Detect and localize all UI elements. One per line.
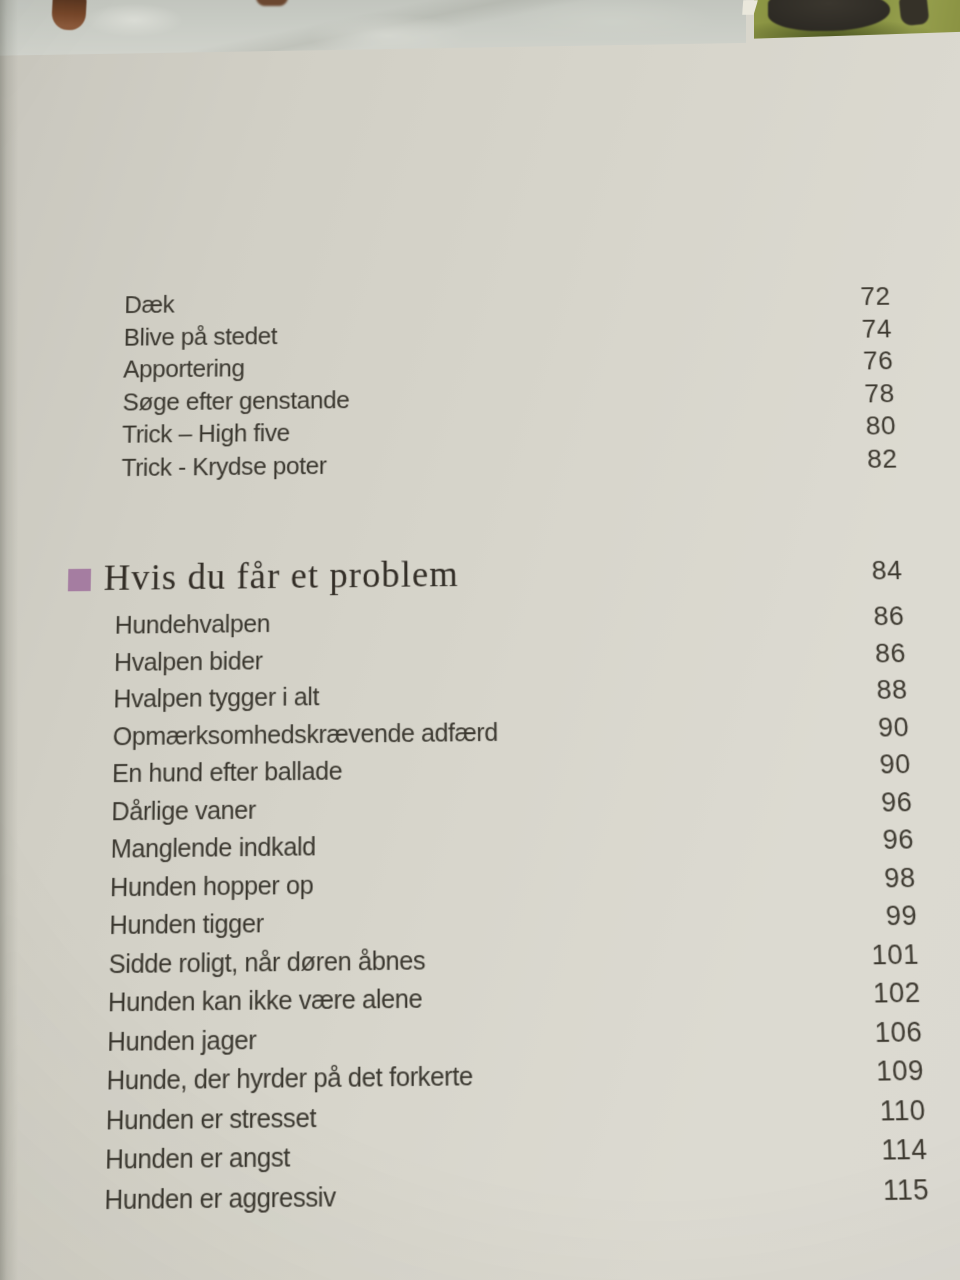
toc-entry-label: Hvalpen bider	[113, 647, 263, 677]
toc-entry-label: Blive på stedet	[123, 323, 278, 351]
toc-entry-label: Sidde roligt, når døren åbnes	[108, 946, 426, 979]
toc-entry-label: Hunden hopper op	[109, 871, 314, 902]
toc-entry-page: 109	[875, 1054, 925, 1087]
toc-entry-page: 110	[879, 1094, 927, 1127]
black-dog-silhouette	[768, 0, 890, 31]
toc-entry-label: Hunde, der hyrder på det forkerte	[106, 1062, 473, 1096]
toc-entry-label: Opmærksomhedskrævende adfærd	[112, 718, 499, 751]
toc-entry-page: 74	[861, 314, 893, 343]
toc-entry-page: 76	[862, 346, 894, 376]
section-page: 84	[871, 555, 903, 586]
toc-entry-page: 82	[866, 444, 899, 474]
toc-entry-page: 99	[885, 900, 918, 932]
toc-entry-page: 86	[874, 638, 907, 668]
toc-entry-page: 96	[882, 824, 915, 855]
toc-entry-label: Hunden er stresset	[105, 1103, 317, 1136]
toc-entry-label: Hunden er angst	[104, 1143, 291, 1176]
toc-entry-label: En hund efter ballade	[111, 757, 343, 789]
toc-entry-label: Manglende indkald	[110, 833, 316, 864]
toc-entry-label: Hundehvalpen	[114, 610, 271, 640]
toc-entry-page: 90	[877, 711, 910, 743]
toc-entry-page: 86	[872, 601, 905, 632]
toc-entry-label: Søge efter genstande	[122, 386, 350, 416]
toc-entry-label: Dæk	[124, 292, 175, 319]
toc-entry-page: 114	[880, 1133, 929, 1166]
grass-photo	[754, 0, 960, 39]
toc-entry-page: 72	[859, 282, 892, 311]
toc-entry-page: 102	[872, 977, 922, 1009]
page-edge-sliver	[742, 0, 758, 15]
toc-entry-label: Trick – High five	[121, 420, 290, 449]
toc-entry-label: Dårlige vaner	[111, 796, 256, 826]
toc-entry-page: 101	[870, 938, 920, 971]
section-bullet-icon	[67, 568, 92, 591]
black-dog-leg-shape	[898, 0, 930, 27]
section-title: Hvis du får et problem	[103, 554, 460, 599]
snow-ground-photo	[0, 0, 746, 56]
toc-group-training: Dæk 72 Blive på stedet 74 Apportering 76…	[70, 280, 914, 484]
toc-entry-page: 78	[863, 378, 896, 408]
dog-paw-shape	[256, 0, 288, 6]
toc-entry-page: 88	[875, 674, 909, 705]
table-of-contents: Dæk 72 Blive på stedet 74 Apportering 76…	[54, 280, 946, 1220]
toc-entry-page: 106	[873, 1015, 923, 1048]
toc-entry-label: Hunden tigger	[109, 909, 264, 941]
toc-entry-label: Hunden jager	[107, 1025, 257, 1057]
toc-entry-label: Hunden er aggressiv	[104, 1182, 336, 1215]
dog-leg-shape	[51, 0, 87, 31]
toc-entry-label: Apportering	[123, 355, 245, 384]
toc-entry-label: Hvalpen tygger i alt	[113, 683, 320, 714]
toc-entry-page: 115	[882, 1173, 930, 1206]
toc-entry-label: Hunden kan ikke være alene	[107, 984, 423, 1018]
toc-entry-page: 90	[878, 749, 912, 780]
toc-entry-page: 98	[883, 862, 917, 894]
toc-entry-page: 96	[880, 786, 913, 818]
toc-group-problems: Hundehvalpen 86 Hvalpen bider 86 Hvalpen…	[54, 598, 946, 1220]
toc-entry-label: Trick - Krydse poter	[121, 452, 327, 482]
toc-section-header: Hvis du får et problem 84	[67, 548, 919, 602]
toc-entry-page: 80	[865, 411, 897, 441]
